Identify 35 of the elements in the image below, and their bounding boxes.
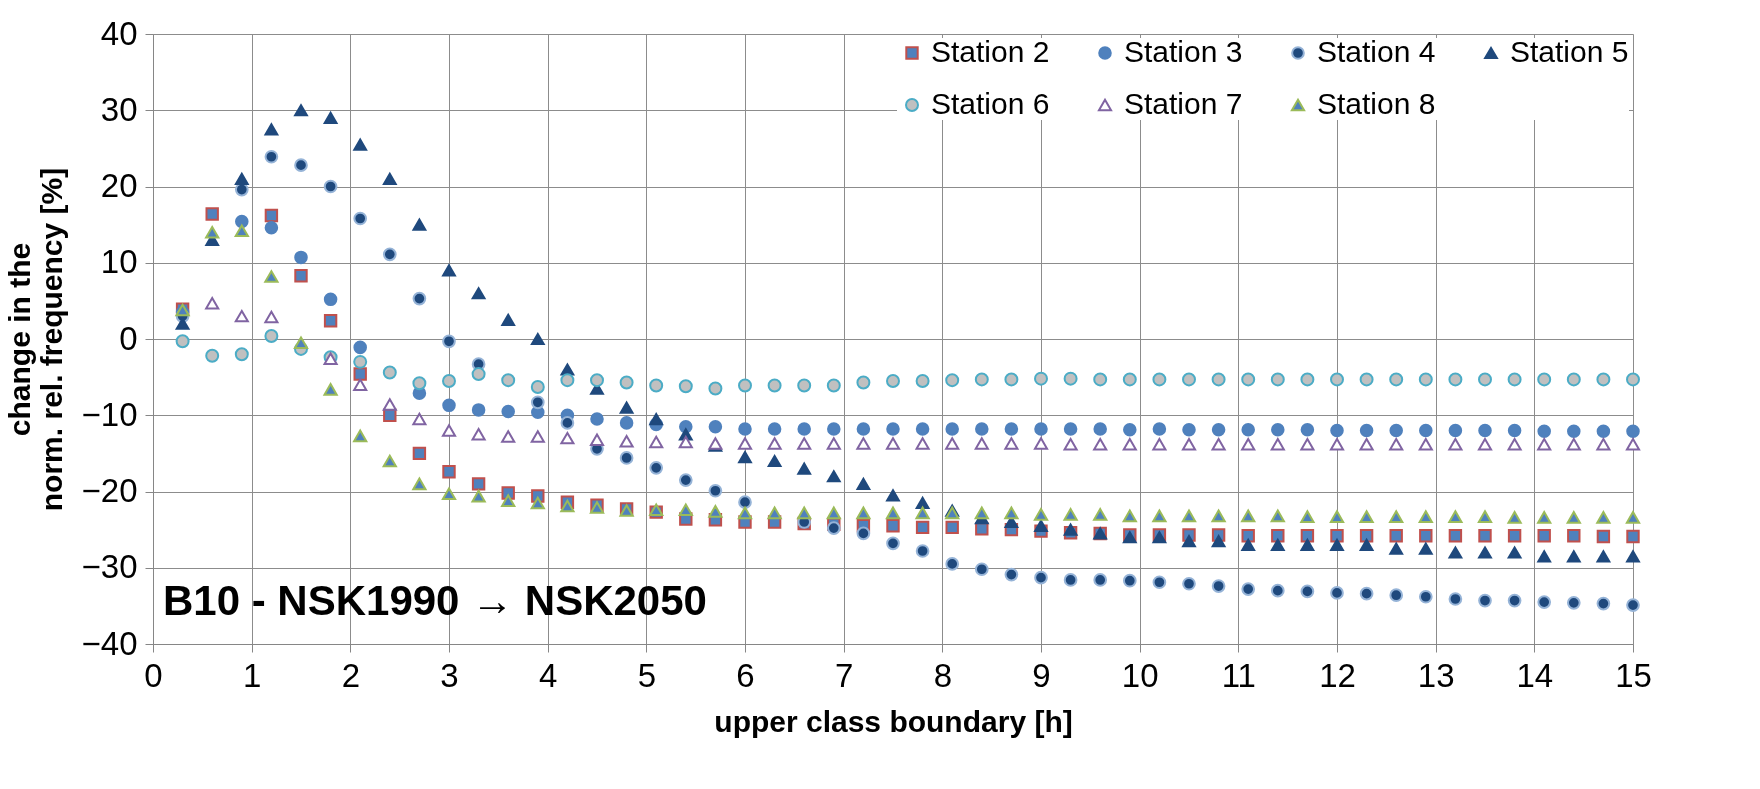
x-tick-label: 2	[341, 656, 361, 694]
y-axis-title: change in the norm. rel. frequency [%]	[2, 167, 68, 512]
x-tick-label: 11	[1221, 656, 1256, 694]
y-tick-label: 0	[119, 319, 138, 357]
y-tick-label: 40	[100, 14, 138, 52]
y-tick-label: −10	[81, 395, 138, 433]
legend-label: Station 2	[931, 35, 1050, 68]
legend-label: Station 7	[1124, 87, 1243, 120]
legend-label: Station 4	[1317, 35, 1436, 68]
legend-label: Station 3	[1124, 35, 1243, 68]
x-tick-label: 15	[1615, 656, 1652, 694]
x-tick-label: 3	[440, 656, 459, 694]
x-tick-label: 6	[736, 656, 755, 694]
y-tick-label: 20	[100, 167, 138, 204]
x-tick-label: 13	[1417, 656, 1455, 694]
x-tick-label: 5	[637, 656, 657, 694]
y-tick-label: 10	[100, 243, 138, 281]
x-tick-label: 12	[1319, 656, 1356, 694]
x-tick-label: 10	[1121, 656, 1159, 694]
x-tick-label: 1	[242, 656, 262, 694]
legend-label: Station 5	[1510, 35, 1629, 68]
y-tick-label: −40	[81, 624, 138, 662]
annotation: B10 - NSK1990 → NSK2050	[163, 577, 707, 624]
x-tick-label: 7	[834, 656, 854, 694]
legend-label: Station 8	[1317, 87, 1436, 120]
x-tick-label: 4	[538, 656, 558, 694]
x-axis-title: upper class boundary [h]	[714, 704, 1073, 738]
y-tick-label: −30	[81, 548, 138, 586]
x-tick-label: 14	[1516, 656, 1554, 694]
legend-label: Station 6	[931, 87, 1050, 120]
x-tick-label: 8	[933, 656, 953, 694]
y-tick-label: 30	[100, 90, 138, 128]
x-tick-label: 9	[1032, 656, 1051, 694]
x-tick-label: 0	[144, 656, 163, 694]
y-tick-label: −20	[81, 472, 138, 509]
